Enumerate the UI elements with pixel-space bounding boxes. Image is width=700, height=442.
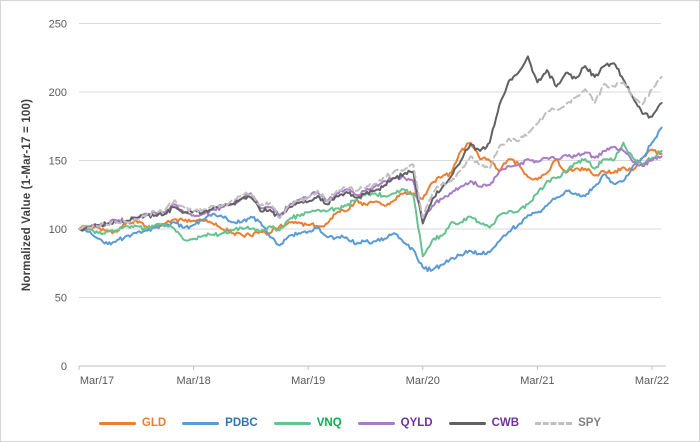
y-tick-label: 150 bbox=[49, 156, 67, 168]
series-line-pdbc bbox=[78, 126, 663, 273]
legend-label-vnq: VNQ bbox=[316, 417, 342, 429]
chart-legend: GLD PDBC VNQ QYLD CWB SPY bbox=[1, 417, 699, 429]
legend-item-gld: GLD bbox=[98, 417, 167, 429]
cwb-line-swatch-icon bbox=[448, 421, 486, 425]
x-tick-label: Mar/22 bbox=[635, 375, 669, 387]
y-tick-label: 250 bbox=[49, 19, 67, 31]
legend-item-pdbc: PDBC bbox=[182, 417, 258, 429]
legend-label-cwb: CWB bbox=[491, 417, 520, 429]
y-axis-title: Normalized Value (1-Mar-17 = 100) bbox=[21, 98, 33, 292]
x-tick-label: Mar/20 bbox=[406, 375, 440, 387]
x-tick-label: Mar/18 bbox=[176, 375, 210, 387]
x-tick-label: Mar/21 bbox=[520, 375, 554, 387]
series-line-vnq bbox=[78, 141, 663, 258]
pdbc-line-swatch-icon bbox=[182, 421, 220, 425]
y-tick-label: 50 bbox=[55, 293, 67, 305]
legend-item-cwb: CWB bbox=[448, 417, 520, 429]
series-line-spy bbox=[78, 75, 663, 230]
series-line-qyld bbox=[78, 145, 663, 231]
series-line-cwb bbox=[78, 55, 663, 232]
legend-label-qyld: QYLD bbox=[400, 417, 433, 429]
y-tick-label: 200 bbox=[49, 87, 67, 99]
gld-line-swatch-icon bbox=[98, 421, 136, 425]
legend-label-pdbc: PDBC bbox=[225, 417, 258, 429]
y-tick-label: 0 bbox=[61, 361, 67, 373]
x-tick-label: Mar/19 bbox=[291, 375, 325, 387]
legend-item-vnq: VNQ bbox=[273, 417, 342, 429]
spy-line-swatch-icon bbox=[535, 421, 573, 425]
x-tick-label: Mar/17 bbox=[80, 375, 114, 387]
legend-label-spy: SPY bbox=[578, 417, 602, 429]
qyld-line-swatch-icon bbox=[357, 421, 395, 425]
legend-label-gld: GLD bbox=[141, 417, 167, 429]
legend-item-spy: SPY bbox=[535, 417, 601, 429]
legend-item-qyld: QYLD bbox=[357, 417, 433, 429]
y-tick-label: 100 bbox=[49, 224, 67, 236]
vnq-line-swatch-icon bbox=[273, 421, 311, 425]
